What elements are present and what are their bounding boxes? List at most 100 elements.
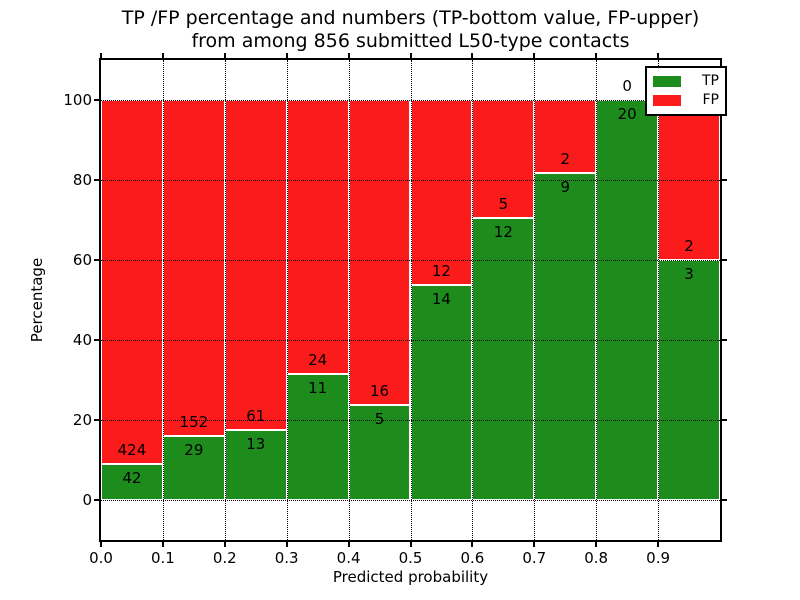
x-tick: [409, 542, 412, 547]
tp-swatch-icon: [653, 76, 681, 87]
x-tick: [161, 542, 164, 547]
x-tick-label: 0.0: [89, 549, 113, 567]
legend-item-tp: TP: [653, 72, 719, 91]
count-labels-layer: 424 42 152 29 61 13 24 11 16 5 12 14 5 12 2 9 0 20 2 3: [101, 60, 720, 540]
fp-count-label: 0: [622, 77, 632, 95]
tp-count-label: 11: [308, 379, 328, 398]
y-tick-right: [722, 259, 727, 261]
fp-count-label: 61: [246, 406, 266, 425]
chart-title: TP /FP percentage and numbers (TP-bottom…: [99, 7, 722, 53]
x-tick-top: [161, 53, 164, 58]
vertical-gridline: [286, 60, 288, 540]
legend-label-fp: FP: [702, 92, 720, 108]
x-tick-label: 0.3: [274, 549, 299, 567]
vertical-gridline: [472, 60, 474, 540]
fp-bar-segment: [286, 100, 349, 375]
fp-count-label: 12: [431, 261, 451, 280]
y-tick: [94, 179, 99, 181]
fp-count-label: 2: [560, 149, 571, 168]
y-tick: [94, 99, 99, 101]
x-tick-top: [223, 53, 226, 58]
chart-title-line1: TP /FP percentage and numbers (TP-bottom…: [121, 7, 700, 29]
y-tick-label: 100: [63, 91, 92, 109]
fp-bar-segment: [348, 100, 411, 405]
x-tick: [595, 542, 598, 547]
x-tick-top: [533, 53, 536, 58]
vertical-gridline: [348, 60, 350, 540]
tp-count-label: 14: [431, 289, 451, 308]
tp-count-label: 9: [560, 177, 571, 196]
fp-bar-segment: [224, 100, 287, 430]
y-tick-right: [722, 419, 727, 421]
legend-item-fp: FP: [653, 91, 719, 110]
x-tick: [223, 542, 226, 547]
fp-count-label: 5: [498, 194, 509, 213]
vertical-gridline: [224, 60, 226, 540]
y-tick-right: [722, 179, 727, 181]
y-tick-label: 60: [72, 251, 92, 269]
x-tick: [657, 542, 660, 547]
y-tick: [94, 419, 99, 421]
x-tick-top: [100, 53, 102, 58]
y-tick: [94, 259, 99, 261]
tp-count-label: 20: [617, 105, 637, 123]
x-tick-label: 0.6: [460, 549, 485, 567]
x-axis-label: Predicted probability: [332, 568, 489, 586]
x-tick-top: [347, 53, 350, 58]
legend-label-tp: TP: [702, 73, 719, 89]
tp-count-label: 5: [374, 409, 385, 428]
x-tick: [471, 542, 474, 547]
x-tick: [100, 542, 102, 547]
x-tick-top: [285, 53, 288, 58]
fp-count-label: 424: [117, 440, 147, 459]
fp-bar-segment: [101, 100, 163, 464]
fp-bar-segment: [410, 100, 473, 285]
fp-count-label: 24: [308, 351, 328, 370]
y-tick-label: 20: [72, 411, 92, 429]
x-tick-label: 0.8: [584, 549, 609, 567]
x-tick: [533, 542, 536, 547]
tp-count-label: 3: [684, 265, 694, 283]
y-tick: [94, 339, 99, 341]
y-tick-right: [722, 499, 727, 501]
vertical-gridline: [162, 60, 164, 540]
x-tick-label: 0.1: [150, 549, 175, 567]
y-axis-label: Percentage: [28, 257, 46, 343]
tp-bar-segment: [101, 463, 163, 500]
x-tick-label: 0.2: [212, 549, 237, 567]
vertical-gridline: [410, 60, 412, 540]
fp-count-label: 16: [370, 381, 390, 400]
tp-count-label: 13: [246, 434, 266, 453]
x-tick-label: 0.5: [398, 549, 423, 567]
x-tick-top: [595, 53, 598, 58]
x-tick: [347, 542, 350, 547]
x-tick-top: [657, 53, 660, 58]
y-tick-label: 40: [72, 331, 92, 349]
fp-bar-segment: [162, 100, 225, 436]
tp-bar-segment: [596, 100, 659, 500]
fp-bar-segment: [472, 100, 535, 218]
legend: TP FP: [645, 66, 727, 116]
x-tick-top: [409, 53, 412, 58]
y-tick: [94, 499, 99, 501]
fp-swatch-icon: [653, 95, 681, 106]
x-tick-top: [471, 53, 474, 58]
x-tick: [285, 542, 288, 547]
vertical-gridline: [658, 60, 660, 540]
bars-layer: [101, 60, 720, 540]
vertical-gridline: [534, 60, 536, 540]
tp-count-label: 42: [122, 468, 142, 487]
tp-bar-segment: [410, 284, 473, 500]
fp-count-label: 2: [684, 237, 694, 255]
plot-area: 424 42 152 29 61 13 24 11 16 5 12 14 5 12 2 9 0 20 2 3: [99, 58, 722, 542]
chart-title-line2: from among 856 submitted L50-type contac…: [191, 30, 630, 52]
tp-count-label: 29: [184, 440, 204, 459]
y-tick-label: 80: [72, 171, 92, 189]
tp-count-label: 12: [493, 222, 513, 241]
grid-layer: [101, 60, 720, 540]
fp-count-label: 152: [179, 412, 209, 431]
x-tick-label: 0.4: [336, 549, 361, 567]
x-tick-label: 0.7: [522, 549, 547, 567]
y-tick-right: [722, 339, 727, 341]
